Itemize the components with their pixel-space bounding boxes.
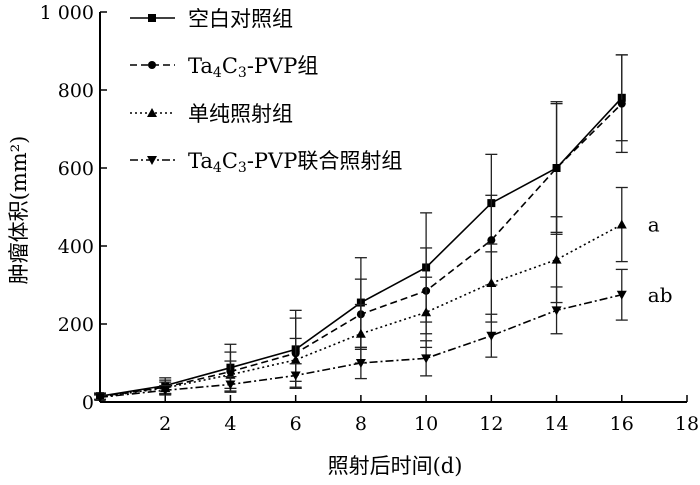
series-line [99,223,623,398]
legend-entry: 单纯照射组 [130,102,293,126]
data-point [290,371,301,381]
x-tick-label: 14 [544,413,568,435]
x-tick-label: 4 [224,413,236,435]
data-point [616,290,627,300]
data-point [421,307,432,317]
legend-marker [148,14,156,22]
y-tick-label: 400 [58,236,94,258]
data-point [355,359,366,368]
x-tick-label: 10 [414,413,438,435]
plot-area: a ab [94,54,673,403]
data-point [290,354,301,364]
legend-entry: Ta4C3-PVP联合照射组 [130,149,402,176]
x-tick-label: 6 [290,413,302,435]
x-axis-label: 照射后时间(d) [328,454,463,478]
y-axis-label: 肿瘤体积(mm²) [7,136,31,285]
y-tick-label: 1 000 [40,2,94,24]
x-tick-label: 8 [355,413,367,435]
series-4 [94,268,628,403]
x-tick-label: 12 [479,413,503,435]
data-point [616,219,627,229]
x-tick-label: 2 [159,413,171,435]
legend-entry: 空白对照组 [130,7,293,31]
y-tick-label: 600 [58,158,94,180]
data-point [551,306,562,316]
legend-label: 空白对照组 [188,7,293,31]
legend-marker [147,108,157,117]
y-tick-label: 200 [58,314,94,336]
data-point [486,278,497,288]
data-point [487,236,496,245]
data-point [160,386,171,396]
data-point [617,99,626,108]
data-point [355,328,366,338]
axes: 0 200 400 600 800 1 000 2 4 6 8 10 12 14 16 18 [40,2,700,435]
legend-marker [147,156,157,165]
legend-label: Ta4C3-PVP联合照射组 [188,149,402,176]
data-point [421,354,432,364]
annotation: a [648,213,660,237]
legend-marker [148,61,156,69]
annotation: ab [648,283,673,307]
x-tick-label: 16 [610,413,634,435]
legend-label: 单纯照射组 [188,102,293,126]
x-tick-label: 18 [675,413,699,435]
y-tick-label: 800 [58,80,94,102]
data-point [486,331,497,341]
y-tick-label: 0 [82,392,94,414]
data-point [552,164,561,172]
data-point [551,254,562,264]
legend-entry: Ta4C3-PVP组 [130,54,318,81]
data-point [95,393,105,403]
legend-label: Ta4C3-PVP组 [188,54,318,81]
data-point [225,380,236,390]
